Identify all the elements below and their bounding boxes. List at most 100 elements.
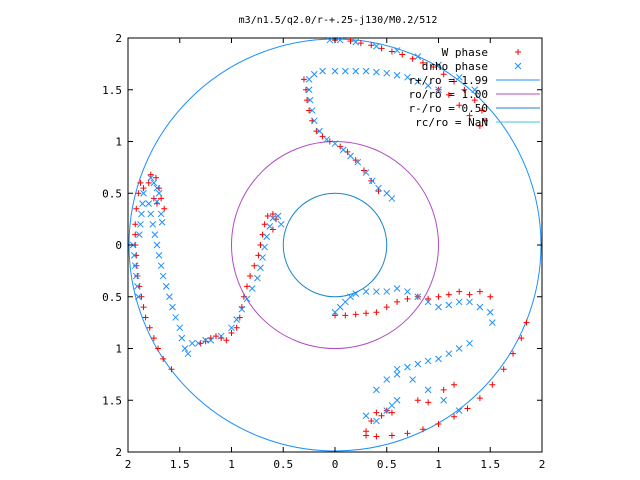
- point-1-47: [261, 243, 268, 251]
- y-tick-label-7: 1.5: [102, 394, 122, 407]
- point-1-114: [435, 355, 442, 363]
- point-0-107: [451, 413, 458, 420]
- y-tick-label-1: 1.5: [102, 84, 122, 97]
- x-tick-label-7: 1.5: [480, 458, 500, 471]
- point-1-18: [159, 272, 167, 280]
- point-0-97: [466, 291, 473, 298]
- legend-label-series-0: W phase: [442, 46, 488, 59]
- point-1-61: [383, 69, 391, 77]
- point-1-36: [158, 218, 166, 226]
- point-1-121: [409, 376, 416, 383]
- point-1-82: [331, 308, 339, 316]
- y-tick-label-2: 1: [115, 136, 122, 149]
- x-tick-label-5: 0.5: [377, 458, 397, 471]
- point-1-29: [202, 336, 209, 344]
- point-1-73: [331, 140, 339, 147]
- point-0-21: [152, 174, 159, 181]
- point-1-71: [316, 127, 323, 135]
- point-1-45: [257, 264, 264, 272]
- point-1-128: [388, 402, 396, 409]
- point-1-109: [471, 86, 479, 94]
- point-0-66: [466, 112, 473, 119]
- point-1-90: [393, 285, 401, 292]
- point-0-48: [269, 226, 276, 233]
- point-0-67: [456, 102, 463, 109]
- point-0-40: [251, 262, 258, 269]
- point-0-57: [419, 59, 426, 66]
- x-tick-label-8: 2: [539, 458, 546, 471]
- point-1-6: [136, 231, 143, 239]
- point-1-43: [248, 285, 256, 292]
- data-points: [129, 36, 530, 440]
- point-1-30: [147, 174, 155, 182]
- point-1-113: [424, 357, 432, 365]
- legend-label-series-1: drho phase: [422, 60, 488, 73]
- point-1-99: [486, 308, 494, 316]
- point-1-80: [383, 189, 391, 197]
- point-1-88: [373, 288, 380, 295]
- point-1-106: [414, 53, 422, 60]
- point-1-83: [336, 303, 344, 311]
- point-1-44: [254, 274, 261, 282]
- point-1-13: [149, 220, 157, 228]
- point-0-28: [202, 338, 209, 345]
- point-0-23: [150, 195, 157, 202]
- point-1-122: [424, 386, 432, 394]
- point-0-89: [383, 304, 390, 311]
- point-1-84: [341, 298, 349, 306]
- point-0-91: [404, 295, 411, 302]
- point-1-2: [131, 262, 139, 270]
- point-1-91: [404, 288, 411, 295]
- point-0-115: [368, 417, 375, 424]
- point-1-34: [153, 198, 161, 205]
- x-tick-label-6: 1: [435, 458, 442, 471]
- point-0-117: [378, 412, 385, 419]
- legend-marker-series-1: [514, 62, 522, 70]
- legend-label-circle-2: r-/ro = 0.50: [409, 102, 488, 115]
- point-1-22: [172, 314, 179, 321]
- point-1-85: [347, 293, 354, 301]
- legend-marker-series-0: [515, 49, 521, 55]
- point-1-21: [169, 303, 176, 311]
- point-0-119: [388, 409, 395, 416]
- point-1-24: [178, 334, 186, 342]
- point-0-64: [482, 117, 489, 124]
- point-1-26: [184, 350, 192, 358]
- point-1-4: [133, 283, 141, 290]
- point-1-40: [233, 316, 241, 323]
- y-tick-label-6: 1: [115, 343, 122, 356]
- point-0-33: [228, 329, 235, 336]
- x-tick-label-2: 1: [228, 458, 235, 471]
- point-1-32: [153, 184, 161, 192]
- chart-title: m3/n1.5/q2.0/r-+.25-j130/M0.2/512: [239, 15, 438, 26]
- point-1-104: [373, 42, 380, 50]
- point-0-114: [363, 428, 370, 435]
- axis-ticks: 2 1.5 1 0.5 0 0.5 1 1.5 221.510.500.511.52: [102, 32, 545, 471]
- point-1-112: [414, 360, 422, 368]
- point-1-70: [310, 117, 318, 125]
- point-0-82: [368, 177, 375, 184]
- point-0-14: [132, 221, 139, 228]
- point-1-126: [373, 417, 380, 425]
- point-0-76: [319, 133, 326, 140]
- circle-2: [282, 192, 388, 298]
- point-1-60: [373, 68, 380, 76]
- point-0-90: [394, 298, 401, 305]
- point-1-65: [424, 82, 432, 89]
- point-1-119: [383, 376, 391, 383]
- x-tick-label-3: 0.5: [273, 458, 293, 471]
- point-0-109: [419, 426, 426, 433]
- point-0-122: [440, 386, 447, 393]
- point-0-75: [313, 128, 320, 135]
- point-1-7: [137, 220, 144, 228]
- point-0-72: [304, 97, 311, 104]
- point-1-127: [383, 407, 391, 414]
- point-1-16: [155, 251, 163, 259]
- point-1-12: [147, 210, 155, 218]
- point-0-38: [244, 283, 251, 290]
- point-1-66: [435, 86, 442, 94]
- point-0-11: [155, 345, 162, 352]
- point-1-14: [151, 231, 159, 239]
- point-0-54: [388, 48, 395, 55]
